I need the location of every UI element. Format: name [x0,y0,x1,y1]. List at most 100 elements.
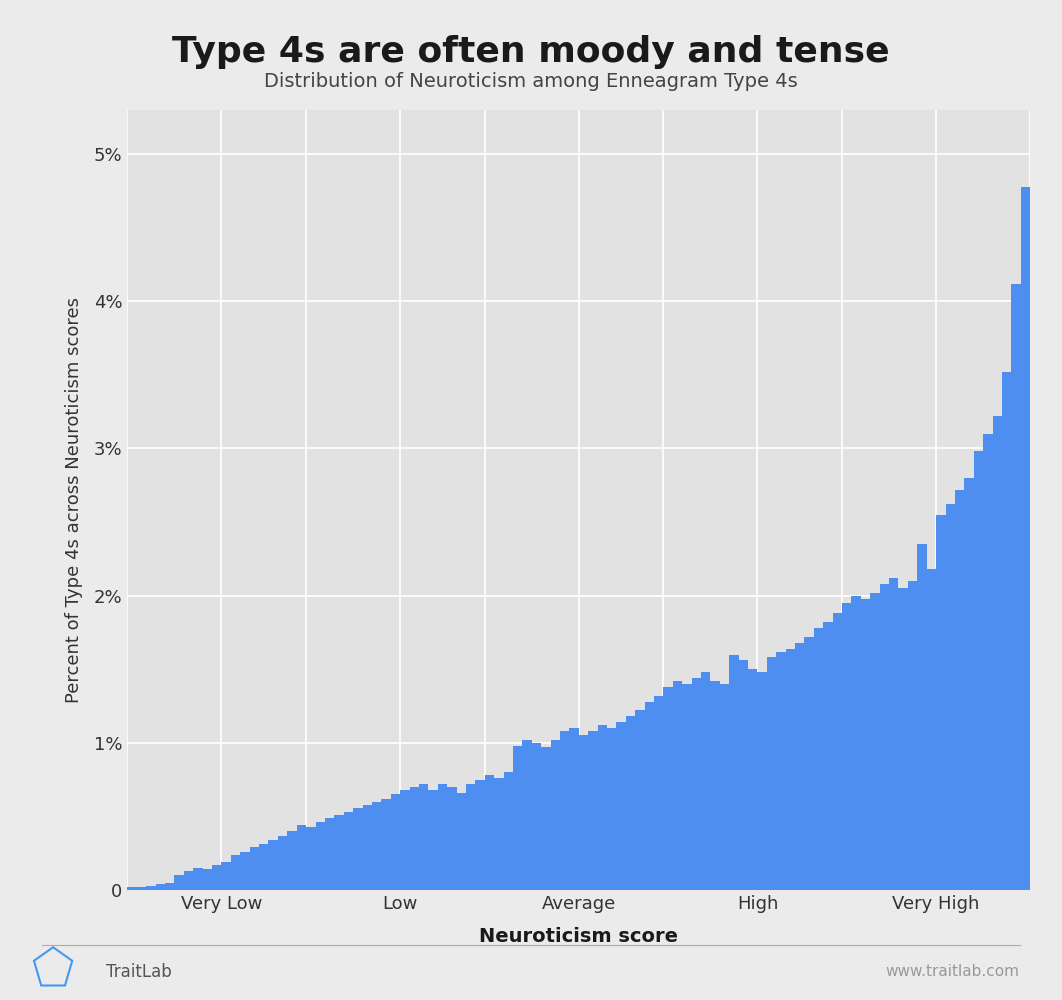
Bar [447,787,457,890]
Bar [757,672,767,890]
Bar [325,818,335,890]
Bar [626,716,635,890]
Bar [193,868,203,890]
Bar [230,855,240,890]
Bar [720,684,730,890]
Bar [1021,187,1030,890]
Bar [918,544,927,890]
Bar [269,840,278,890]
Bar [767,657,776,890]
Bar [964,478,974,890]
Bar [908,581,918,890]
Bar [466,784,476,890]
Bar [955,490,964,890]
Bar [532,743,542,890]
Bar [259,844,269,890]
Text: Distribution of Neuroticism among Enneagram Type 4s: Distribution of Neuroticism among Enneag… [264,72,798,91]
Bar [1011,284,1021,890]
Bar [550,740,560,890]
Bar [222,862,230,890]
Bar [438,784,447,890]
Bar [598,725,607,890]
Bar [974,451,983,890]
Bar [879,584,889,890]
Bar [457,793,466,890]
Bar [616,722,626,890]
Bar [730,655,739,890]
Bar [739,660,748,890]
Text: Type 4s are often moody and tense: Type 4s are often moody and tense [172,35,890,69]
Bar [418,784,428,890]
Bar [654,696,664,890]
Bar [137,887,147,890]
Bar [795,643,804,890]
Bar [484,775,494,890]
Bar [494,778,503,890]
Bar [945,504,955,890]
Bar [823,622,833,890]
Bar [776,652,786,890]
Bar [296,825,306,890]
Bar [1001,372,1011,890]
Bar [391,794,400,890]
Bar [993,416,1001,890]
Bar [607,728,616,890]
Bar [344,812,353,890]
Bar [174,875,184,890]
Bar [560,731,569,890]
Bar [372,802,381,890]
Bar [748,669,757,890]
Bar [786,649,795,890]
Bar [936,515,945,890]
Bar [156,884,165,890]
Bar [635,710,645,890]
Bar [513,746,523,890]
Bar [165,883,174,890]
Bar [664,687,673,890]
Bar [861,599,870,890]
Bar [240,852,250,890]
Bar [833,613,842,890]
Bar [400,790,410,890]
Bar [701,672,710,890]
Bar [362,805,372,890]
Bar [315,822,325,890]
Bar [588,731,598,890]
Bar [523,740,532,890]
Bar [212,865,222,890]
Bar [852,596,861,890]
Bar [710,681,720,890]
Text: www.traitlab.com: www.traitlab.com [886,964,1020,980]
Bar [898,588,908,890]
Bar [569,728,579,890]
Y-axis label: Percent of Type 4s across Neuroticism scores: Percent of Type 4s across Neuroticism sc… [65,297,83,703]
Bar [250,847,259,890]
Bar [203,869,212,890]
Bar [306,827,315,890]
Bar [673,681,682,890]
Bar [645,702,654,890]
Bar [682,684,691,890]
Bar [842,603,852,890]
Bar [428,790,438,890]
Bar [542,747,550,890]
Bar [813,628,823,890]
Bar [127,887,137,890]
Bar [927,569,936,890]
Bar [147,886,156,890]
Bar [288,831,296,890]
Bar [335,815,344,890]
X-axis label: Neuroticism score: Neuroticism score [479,927,679,946]
Bar [353,808,362,890]
Bar [804,637,813,890]
Bar [579,735,588,890]
Bar [410,787,418,890]
Bar [889,578,898,890]
Text: TraitLab: TraitLab [106,963,172,981]
Bar [381,799,391,890]
Bar [870,593,879,890]
Bar [503,772,513,890]
Bar [691,678,701,890]
Bar [476,780,484,890]
Bar [184,871,193,890]
